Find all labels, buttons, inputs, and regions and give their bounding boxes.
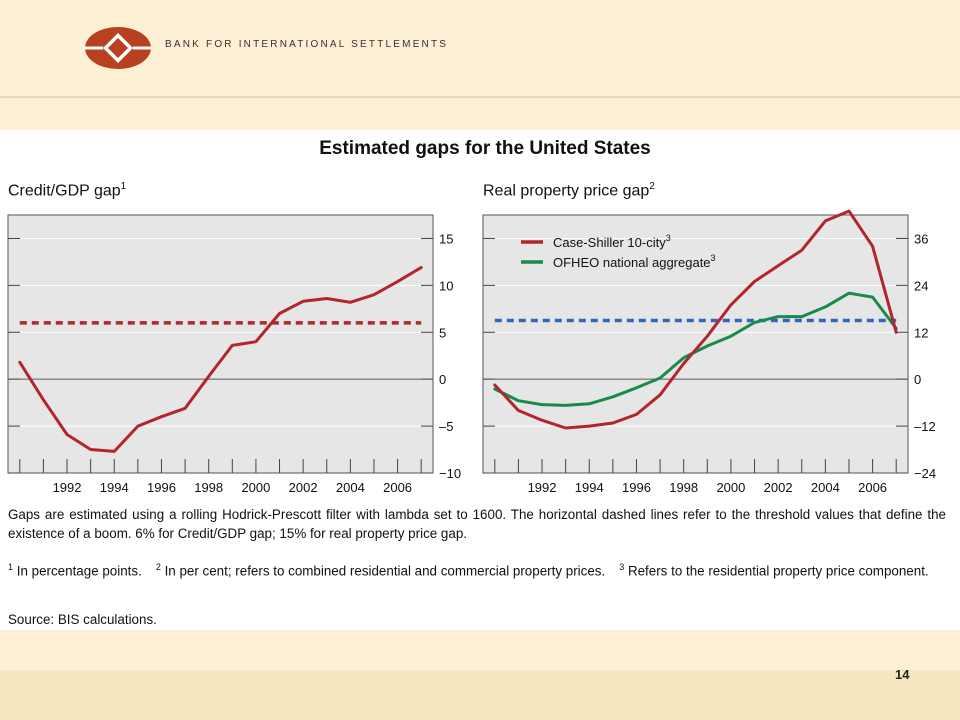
legend-label-sup: 3 — [666, 233, 671, 243]
property-price-chart: −24 –12 0 12 24 36 1992 1994 1996 1998 2000 2002 200… — [482, 209, 936, 495]
fn2-number: 2 — [155, 562, 161, 572]
fn2-text: In per cent; refers to combined resident… — [164, 563, 606, 579]
x-tick-label: 1994 — [575, 480, 604, 495]
panel-title-property-text: Real property price gap — [483, 182, 650, 200]
bank-name: BANK FOR INTERNATIONAL SETTLEMENTS — [165, 39, 449, 50]
x-tick-label: 2006 — [383, 480, 412, 495]
y-tick-label: –5 — [439, 419, 453, 434]
panel-title-credit-text: Credit/GDP gap — [8, 182, 121, 200]
notes-source: Source: BIS calculations. — [8, 612, 157, 627]
series-line-0 — [18, 266, 423, 453]
fn1-text: In percentage points. — [16, 563, 142, 579]
x-tick-label: 1996 — [622, 480, 651, 495]
fn1-number: 1 — [8, 562, 14, 572]
x-tick-label: 2002 — [289, 480, 318, 495]
y-tick-label: −24 — [914, 466, 936, 481]
x-tick-label: 2002 — [764, 480, 793, 495]
y-tick-label: 12 — [914, 325, 928, 340]
legend-label: Case-Shiller 10-city3 — [553, 233, 671, 250]
x-tick-label: 2004 — [336, 480, 365, 495]
panel-title-credit: Credit/GDP gap1 — [8, 181, 126, 200]
x-tick-label: 2004 — [811, 480, 840, 495]
x-tick-label: 1996 — [147, 480, 176, 495]
fn3-number: 3 — [619, 562, 625, 572]
chart-main-title: Estimated gaps for the United States — [319, 138, 651, 159]
notes-footnotes: 1 In percentage points. 2 In per cent; re… — [8, 558, 946, 580]
y-tick-label: 0 — [439, 372, 446, 387]
y-tick-label: −10 — [439, 466, 461, 481]
legend-label-sup: 3 — [711, 253, 716, 263]
x-tick-label: 1992 — [53, 480, 82, 495]
panel-title-credit-sup: 1 — [120, 181, 127, 192]
header-band: BANK FOR INTERNATIONAL SETTLEMENTS — [0, 0, 960, 98]
notes-main: Gaps are estimated using a rolling Hodri… — [8, 507, 946, 541]
y-tick-label: 10 — [439, 278, 453, 293]
series-line-0 — [493, 209, 898, 430]
x-tick-label: 2000 — [716, 480, 745, 495]
credit-gdp-chart: −10 –5 0 5 10 15 1992 1994 1996 1998 2000 2002 2004 2… — [7, 214, 461, 495]
panel-title-property-sup: 2 — [649, 181, 655, 192]
y-tick-label: 24 — [914, 278, 928, 293]
x-tick-label: 1998 — [194, 480, 223, 495]
fn3-text: Refers to the residential property price… — [627, 563, 929, 579]
y-tick-label: 15 — [439, 231, 453, 246]
y-tick-label: 5 — [439, 325, 446, 340]
x-tick-label: 1992 — [528, 480, 557, 495]
x-tick-label: 2000 — [241, 480, 270, 495]
y-tick-label: 0 — [914, 372, 921, 387]
page-number: 14 — [895, 667, 910, 682]
x-tick-label: 1998 — [669, 480, 698, 495]
bis-logo-icon — [85, 27, 151, 69]
y-tick-label: –12 — [914, 419, 936, 434]
y-tick-label: 36 — [914, 231, 928, 246]
plot-area — [482, 214, 909, 474]
x-tick-label: 2006 — [858, 480, 887, 495]
legend-label: OFHEO national aggregate3 — [553, 253, 716, 270]
panel-title-property: Real property price gap2 — [483, 181, 655, 200]
footer-band — [0, 670, 960, 720]
x-tick-label: 1994 — [100, 480, 129, 495]
plot-area — [7, 214, 434, 474]
